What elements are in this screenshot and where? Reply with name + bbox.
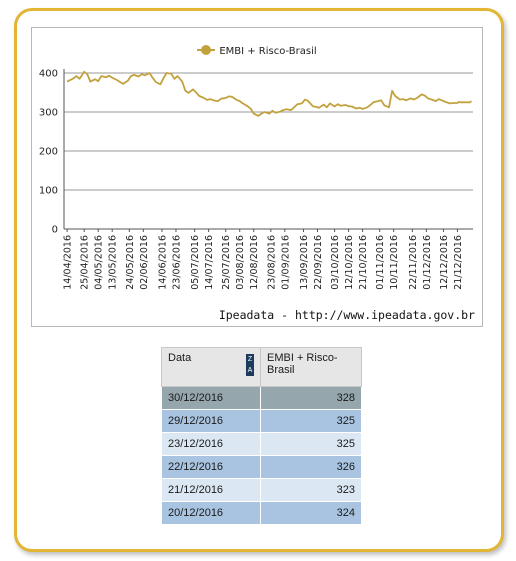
x-tick-label: 22/11/2016: [408, 235, 419, 290]
table-row: 20/12/2016 324: [161, 501, 362, 525]
chart-legend: EMBI + Risco-Brasil: [32, 45, 482, 57]
x-tick-label: 14/07/2016: [204, 235, 215, 290]
cell-date: 23/12/2016: [161, 432, 261, 456]
cell-date: 21/12/2016: [161, 478, 261, 502]
table-row: 21/12/2016 323: [161, 478, 362, 502]
cell-value: 325: [260, 409, 362, 433]
x-tick-label: 04/05/2016: [94, 235, 105, 290]
x-tick-label: 25/04/2016: [80, 235, 91, 290]
x-tick-label: 13/05/2016: [108, 235, 119, 290]
x-tick-label: 22/09/2016: [313, 235, 324, 290]
sort-icon[interactable]: Z A: [246, 354, 254, 376]
table-header-row: Data Z A EMBI + Risco-Brasil: [161, 347, 362, 387]
column-header-date-label: Data: [168, 352, 192, 364]
x-tick-label: 24/05/2016: [125, 235, 136, 290]
x-tick-label: 13/09/2016: [299, 235, 310, 290]
y-tick-label: 200: [39, 147, 58, 158]
series-line: [66, 70, 472, 117]
x-tick-label: 21/10/2016: [358, 235, 369, 290]
legend-marker-icon: [197, 45, 216, 55]
cell-value: 328: [260, 386, 362, 410]
legend-label: EMBI + Risco-Brasil: [219, 46, 317, 57]
x-tick-label: 23/06/2016: [171, 235, 182, 290]
table-row: 23/12/2016 325: [161, 432, 362, 456]
cell-value: 324: [260, 501, 362, 525]
table-row: 29/12/2016 325: [161, 409, 362, 433]
x-tick-label: 03/08/2016: [235, 235, 246, 290]
cell-value: 323: [260, 478, 362, 502]
x-tick-label: 05/07/2016: [190, 235, 201, 290]
column-header-value[interactable]: EMBI + Risco-Brasil: [260, 347, 362, 387]
table-row: 22/12/2016 326: [161, 455, 362, 479]
x-tick-label: 01/11/2016: [375, 235, 386, 290]
source-credit: Ipeadata - http://www.ipeadata.gov.br: [218, 308, 475, 322]
cell-value: 325: [260, 432, 362, 456]
x-tick-label: 23/08/2016: [266, 235, 277, 290]
data-table: Data Z A EMBI + Risco-Brasil 30/12/2016 …: [161, 347, 362, 525]
x-tick-label: 02/06/2016: [139, 235, 150, 290]
sort-icon-bottom: A: [247, 367, 253, 374]
cell-date: 29/12/2016: [161, 409, 261, 433]
cell-date: 20/12/2016: [161, 501, 261, 525]
line-chart: 0 100 200 300 400 14/04/2016 25/04/2016 04/05/2…: [39, 69, 473, 290]
cell-date: 22/12/2016: [161, 455, 261, 479]
x-tick-label: 03/10/2016: [330, 235, 341, 290]
x-tick-label: 14/04/2016: [63, 235, 74, 290]
x-tick-label: 01/12/2016: [422, 235, 433, 290]
chart-panel: 0 100 200 300 400 14/04/2016 25/04/2016 04/05/2…: [31, 27, 483, 327]
cell-value: 326: [260, 455, 362, 479]
cell-date: 30/12/2016: [161, 386, 261, 410]
x-tick-label: 14/06/2016: [157, 235, 168, 290]
table-row: 30/12/2016 328: [161, 386, 362, 410]
x-tick-label: 10/11/2016: [389, 235, 400, 290]
y-tick-label: 100: [39, 186, 58, 197]
x-tick-label: 25/07/2016: [221, 235, 232, 290]
sort-icon-top: Z: [247, 356, 253, 363]
column-header-date[interactable]: Data Z A: [161, 347, 261, 387]
y-tick-label: 400: [39, 69, 58, 80]
x-tick-label: 12/10/2016: [344, 235, 355, 290]
y-tick-label: 300: [39, 108, 58, 119]
x-tick-label: 21/12/2016: [453, 235, 464, 290]
x-tick-label: 12/12/2016: [439, 235, 450, 290]
x-tick-label: 12/08/2016: [249, 235, 260, 290]
x-tick-label: 01/09/2016: [280, 235, 291, 290]
y-tick-label: 0: [52, 225, 58, 236]
